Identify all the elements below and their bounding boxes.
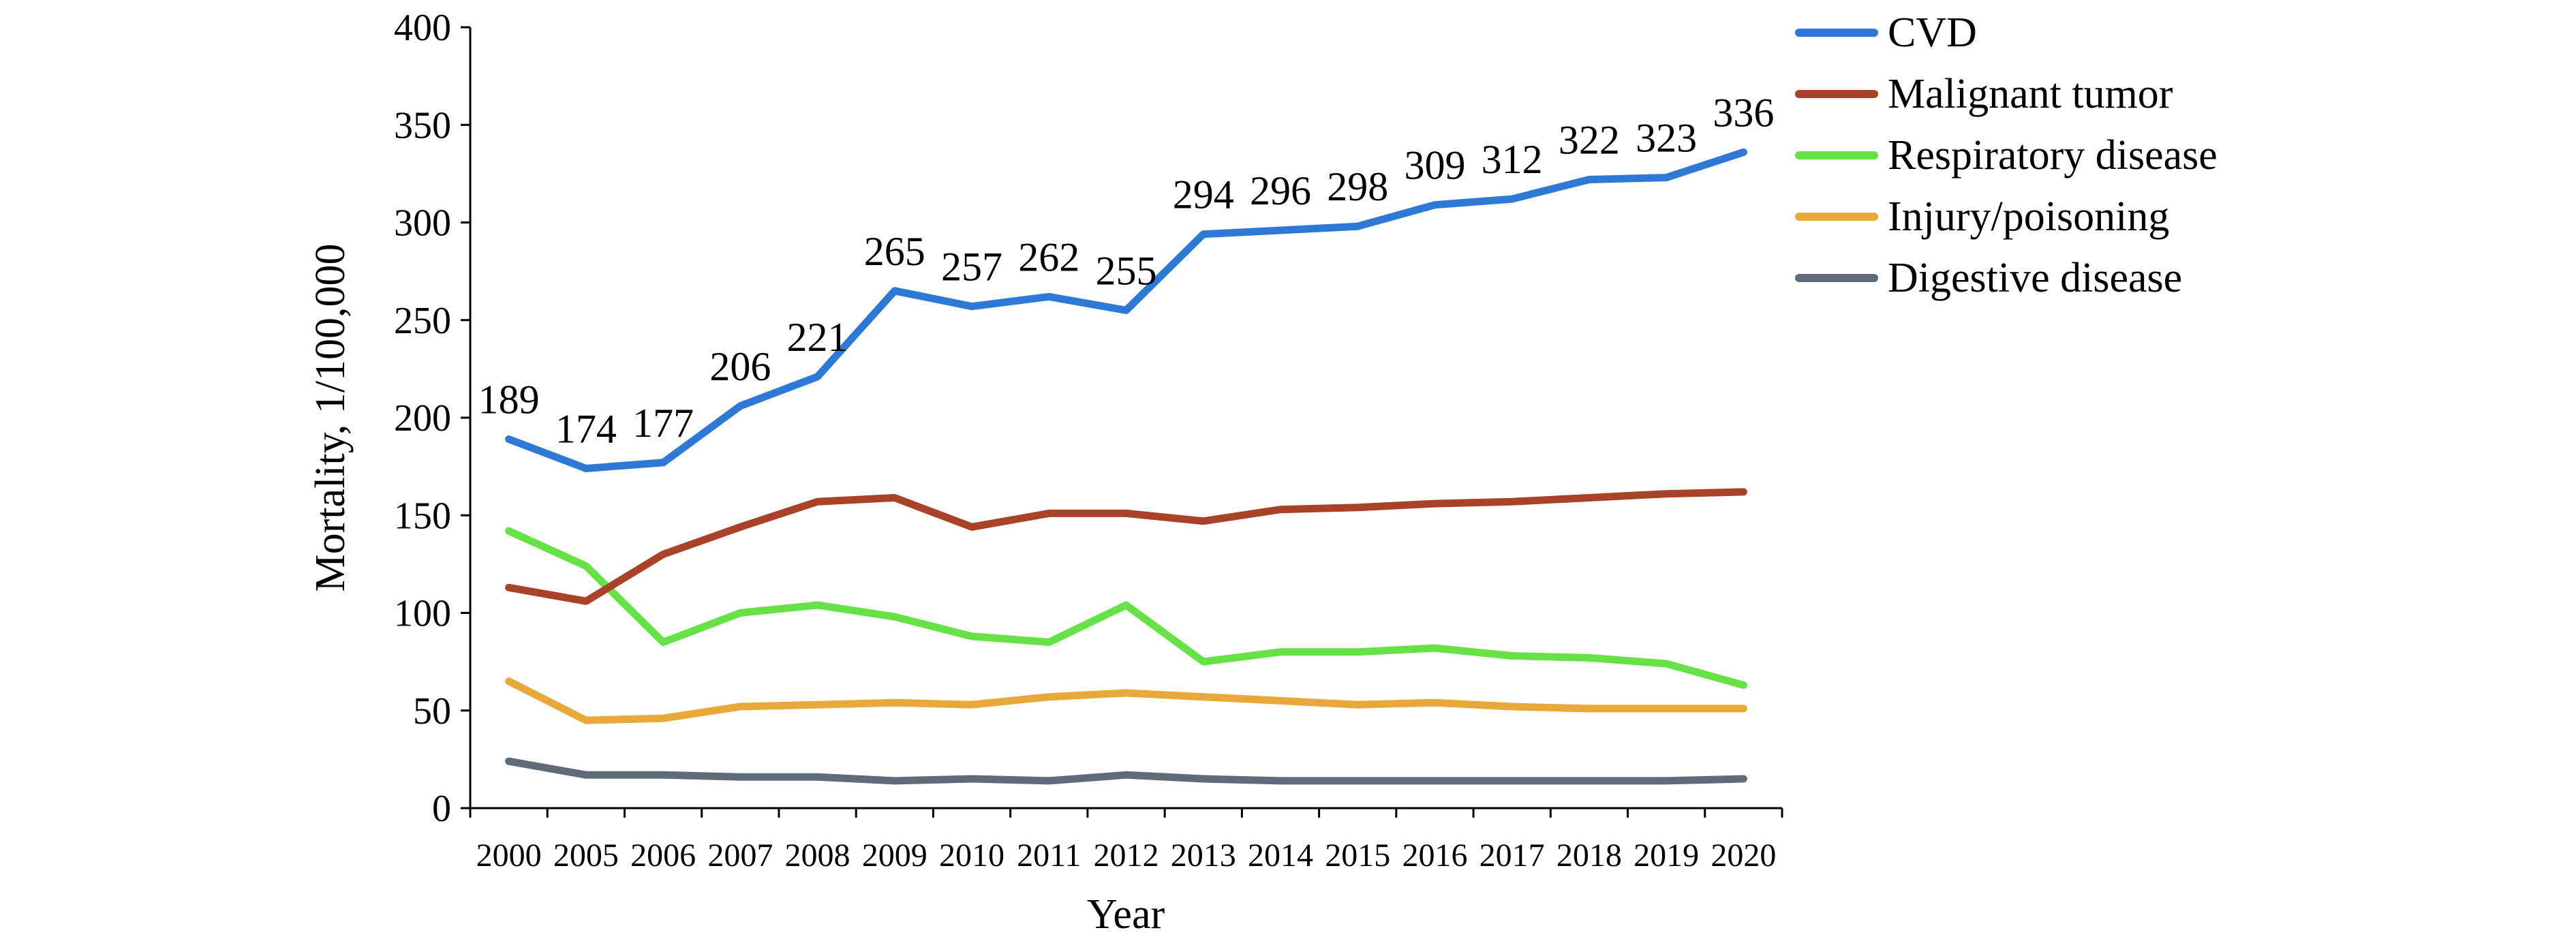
legend-label: CVD [1888,10,1977,56]
y-tick-label: 0 [432,788,451,830]
data-labels: 189 174 177 206 221 265 257 262 255 294 296 298 309 3… [478,90,1775,451]
x-tick-label: 2000 [476,837,542,874]
data-label: 174 [555,406,617,451]
x-tick-label: 2007 [707,837,773,874]
x-tick-label: 2017 [1479,837,1545,874]
y-ticks: 0 50 100 150 200 250 300 350 400 [394,7,470,830]
series-line-malignant-tumor [505,488,1747,605]
legend: CVD Malignant tumor Respiratory disease Inj… [1795,10,2218,301]
x-tick-label: 2008 [785,837,850,874]
data-label: 189 [478,377,540,422]
data-label: 323 [1636,116,1697,161]
data-label: 309 [1404,143,1465,188]
x-tick-label: 2005 [553,837,619,874]
data-label: 322 [1559,117,1620,162]
legend-label: Injury/poisoning [1888,194,2169,240]
x-tick-label: 2012 [1094,837,1159,874]
x-tick-label: 2010 [939,837,1005,874]
series-line-digestive-disease [505,757,1747,785]
data-label: 221 [787,315,848,360]
x-tick-label: 2009 [862,837,927,874]
data-label: 336 [1713,90,1774,135]
y-tick-label: 200 [394,397,451,439]
series-line-respiratory-disease [505,527,1747,689]
y-tick-label: 50 [413,690,451,732]
x-tick-label: 2019 [1634,837,1699,874]
data-label: 312 [1482,137,1543,182]
y-tick-label: 350 [394,104,451,146]
x-tick-label: 2015 [1325,837,1390,874]
x-tick-label: 2018 [1557,837,1622,874]
legend-label: Malignant tumor [1888,71,2173,117]
x-tick-label: 2013 [1171,837,1236,874]
data-label: 298 [1327,164,1388,209]
data-label: 294 [1173,172,1234,217]
y-tick-label: 400 [394,7,451,49]
y-tick-label: 300 [394,202,451,245]
y-axis-title: Mortality, 1/100,000 [307,244,354,592]
data-label: 255 [1096,248,1157,293]
y-tick-label: 250 [394,300,451,342]
legend-label: Respiratory disease [1888,132,2218,179]
y-tick-label: 150 [394,495,451,537]
x-tick-label: 2020 [1711,837,1776,874]
series-line-injury-poisoning [505,677,1747,724]
x-tick-label: 2011 [1017,837,1081,874]
data-label: 177 [632,401,694,446]
y-tick-label: 100 [394,593,451,635]
data-label: 206 [709,344,771,389]
x-tick-label: 2014 [1248,837,1313,874]
data-label: 257 [941,245,1002,290]
series-line-cvd [505,148,1747,472]
x-tick-label: 2006 [630,837,696,874]
data-label: 262 [1018,234,1079,279]
x-ticks: 2000 2005 2006 2007 2008 2009 2010 2011 2012 2013… [469,808,1783,874]
x-axis-title: Year [1087,891,1165,938]
data-label: 296 [1250,168,1311,213]
legend-label: Digestive disease [1888,255,2182,301]
series-lines [505,148,1747,785]
x-tick-label: 2016 [1402,837,1467,874]
data-label: 265 [864,229,925,274]
